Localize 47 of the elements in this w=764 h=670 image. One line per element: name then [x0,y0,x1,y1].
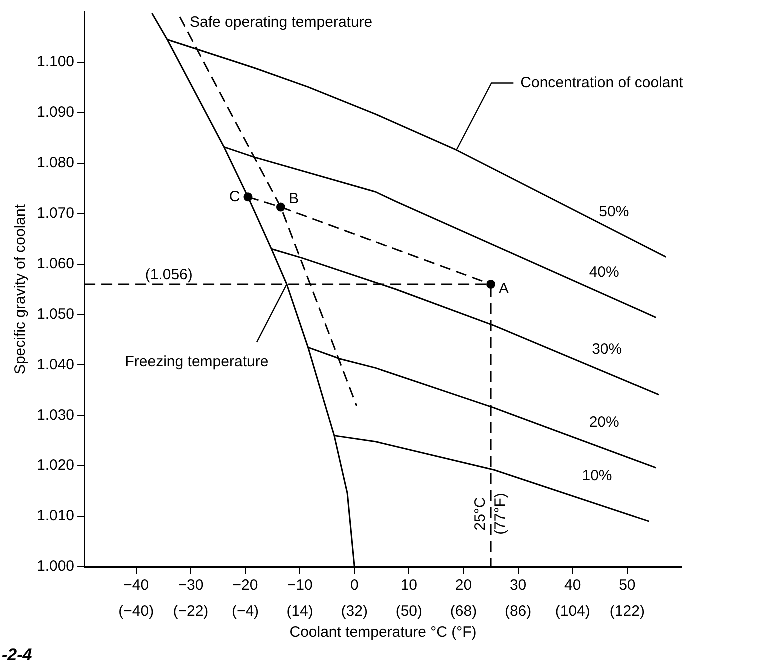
annotation: (1.056) [145,266,193,284]
text: Freezing temperature [125,354,269,371]
x-tick-label: −40 [124,577,150,594]
y-tick-label: 1.050 [36,306,75,323]
y-tick-label: 1.030 [36,406,75,424]
y-tick-label: 1.100 [36,54,75,71]
x2-tick-label: (50) [396,603,423,620]
x2-tick-label: (32) [341,603,368,620]
y-tick-label: 1.000 [36,558,75,576]
series-label: Safe operating temperature [190,14,373,32]
annotation: Concentration of coolant [520,74,684,92]
x2-tick-label: (−22) [173,603,209,620]
series-label: 50% [599,203,630,220]
annotation: B [288,190,299,208]
y-axis-title: Specific gravity of coolant [12,204,30,375]
x-tick-label: −30 [178,577,204,594]
y-tick-label: 1.060 [36,255,75,272]
x-tick-label: 20 [455,577,472,594]
y-tick-label: 1.090 [36,104,75,122]
x2-tick-label: (122) [610,603,645,620]
x-tick-label: −20 [232,577,258,594]
y-tick-label: 1.010 [36,508,75,525]
x-tick-label: −10 [287,577,313,594]
x2-tick-label: (−4) [232,603,260,620]
series-label: 30% [592,341,622,358]
annotation: A [499,280,510,298]
x2-tick-label: (−40) [118,603,154,620]
x-tick-label: 30 [510,577,527,594]
x2-tick-label: (14) [286,603,314,620]
series-label: 10% [582,468,612,485]
y-tick-label: 1.070 [36,204,75,222]
y-tick-label: 1.080 [36,154,75,172]
annotation: C [229,188,240,206]
x2-tick-label: (86) [504,603,532,620]
text: -2-4 [2,646,33,665]
y-tick-label: 1.040 [36,356,75,374]
x2-tick-label: (104) [555,603,590,620]
series-label: 20% [589,414,620,432]
x-tick-label: 10 [400,577,418,594]
x2-tick-label: (68) [450,603,478,620]
x-tick-label: 0 [350,577,359,594]
series-label: 40% [589,264,620,281]
x-tick-label: 40 [564,577,582,594]
x-axis-title: Coolant temperature °C (°F) [290,624,477,642]
x-tick-label: 50 [619,577,636,594]
annotation: 25°C (77°F) [472,493,510,535]
y-tick-label: 1.020 [36,457,75,474]
